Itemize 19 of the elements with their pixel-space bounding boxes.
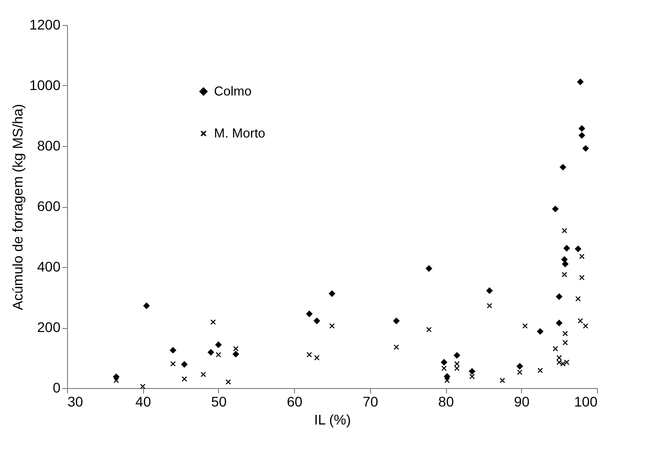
y-tick-label: 200 [37,319,61,335]
y-tick-label: 1200 [29,16,61,32]
legend-label: M. Morto [214,126,266,140]
y-tick-label: 400 [37,258,61,274]
y-tick-label: 0 [52,380,61,396]
y-tick-label: 800 [37,138,61,154]
legend-label: Colmo [214,84,252,98]
x-tick-label: 90 [514,394,530,410]
x-tick-label: 60 [286,394,303,410]
x-tick-label: 100 [574,394,598,410]
x-tick-label: 80 [438,394,454,410]
y-tick-label: 1000 [29,77,61,93]
x-tick-label: 40 [135,394,152,410]
x-tick-label: 70 [362,394,378,410]
y-axis-title: Acúmulo de forragem (kg MS/ha) [9,104,26,310]
x-axis-title: IL (%) [314,412,351,428]
x-tick-label: 50 [211,394,227,410]
y-tick-label: 600 [37,198,61,214]
x-tick-label: 30 [68,394,84,410]
